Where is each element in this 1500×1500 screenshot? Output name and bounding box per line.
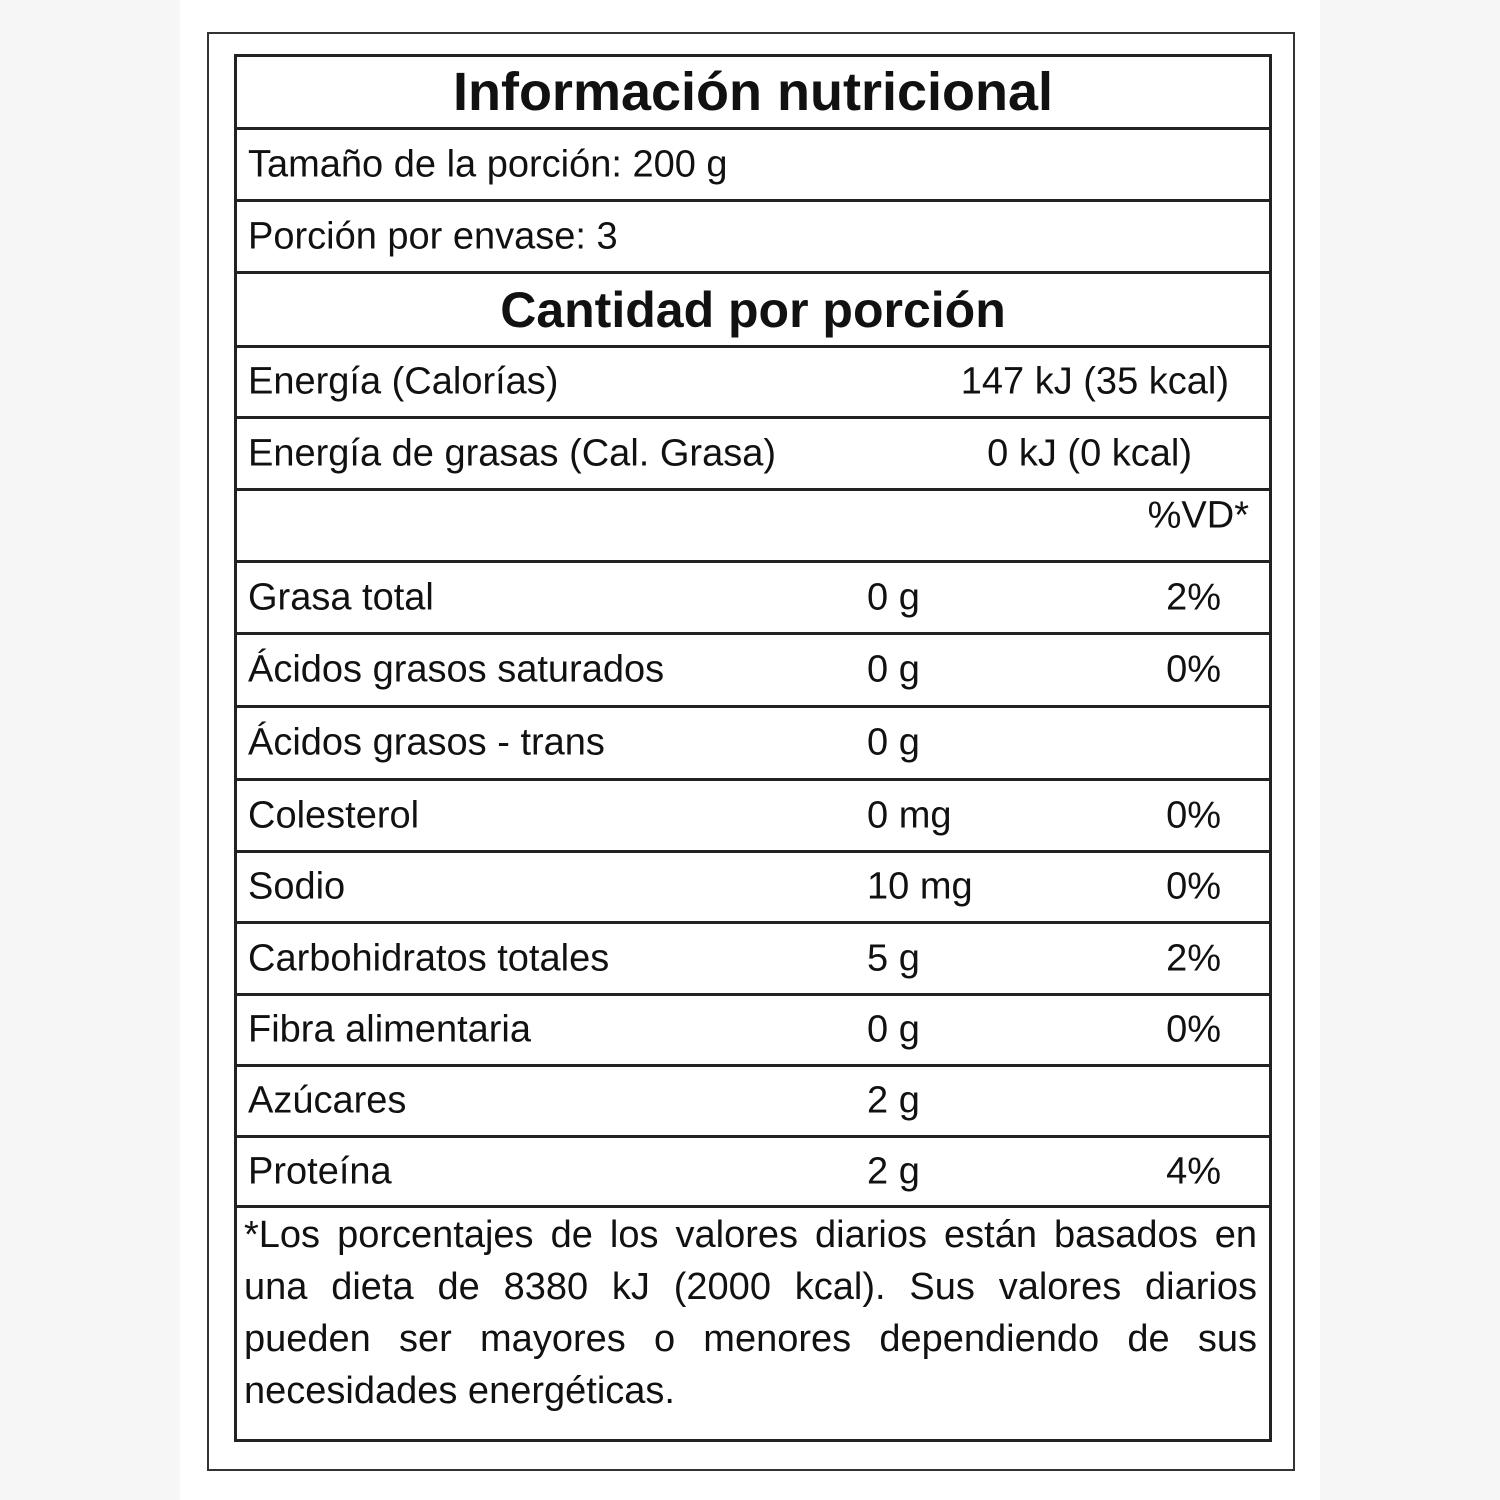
title-row: Información nutricional bbox=[237, 57, 1269, 130]
nutrient-amount: 0 g bbox=[867, 1008, 920, 1051]
energy-label: Energía (Calorías) bbox=[248, 360, 559, 403]
nutrient-amount: 2 g bbox=[867, 1150, 920, 1192]
nutrient-dv: 2% bbox=[1166, 937, 1221, 979]
nutrient-amount: 5 g bbox=[867, 937, 920, 979]
nutrient-name: Ácidos grasos - trans bbox=[248, 721, 605, 764]
nutrient-dv: 4% bbox=[1166, 1150, 1221, 1192]
nutrient-dv: 0% bbox=[1166, 1008, 1221, 1051]
nutrient-row: Sodio 10 mg 0% bbox=[237, 853, 1269, 924]
nutrient-amount: 0 mg bbox=[867, 794, 952, 836]
nutrient-row: Ácidos grasos - trans 0 g bbox=[237, 708, 1269, 781]
nutrient-name: Grasa total bbox=[248, 576, 434, 618]
outer-border bbox=[207, 32, 1295, 1471]
nutrient-dv: 2% bbox=[1166, 576, 1221, 618]
nutrient-row: Carbohidratos totales 5 g 2% bbox=[237, 924, 1269, 996]
nutrient-row: Ácidos grasos saturados 0 g 0% bbox=[237, 635, 1269, 708]
nutrient-row: Azúcares 2 g bbox=[237, 1067, 1269, 1138]
background-right bbox=[1320, 0, 1500, 1500]
nutrient-amount: 0 g bbox=[867, 576, 920, 618]
serving-size: Tamaño de la porción: 200 g bbox=[248, 143, 728, 185]
nutrient-name: Ácidos grasos saturados bbox=[248, 648, 665, 691]
nutrient-dv: 0% bbox=[1166, 865, 1221, 908]
servings-per-container: Porción por envase: 3 bbox=[248, 215, 618, 257]
nutrient-amount: 2 g bbox=[867, 1079, 920, 1122]
nutrient-row: Colesterol 0 mg 0% bbox=[237, 781, 1269, 853]
nutrient-amount: 0 g bbox=[867, 648, 920, 691]
footnote: *Los porcentajes de los valores diarios … bbox=[244, 1214, 1257, 1412]
nutrition-table: Información nutricional Tamaño de la por… bbox=[234, 54, 1272, 1442]
nutrient-name: Azúcares bbox=[248, 1079, 407, 1122]
nutrient-dv: 0% bbox=[1166, 648, 1221, 691]
background-left bbox=[0, 0, 180, 1500]
nutrient-name: Sodio bbox=[248, 865, 346, 908]
dv-header: %VD* bbox=[1147, 494, 1249, 537]
nutrient-row: Grasa total 0 g 2% bbox=[237, 563, 1269, 635]
nutrient-row: Fibra alimentaria 0 g 0% bbox=[237, 996, 1269, 1067]
serving-size-row: Tamaño de la porción: 200 g bbox=[237, 130, 1269, 202]
fat-energy-row: Energía de grasas (Cal. Grasa) 0 kJ (0 k… bbox=[237, 419, 1269, 491]
energy-value: 147 kJ (35 kcal) bbox=[960, 360, 1229, 403]
nutrient-row: Proteína 2 g 4% bbox=[237, 1138, 1269, 1208]
label-paper bbox=[180, 0, 1320, 1500]
amount-header-row: Cantidad por porción bbox=[237, 274, 1269, 348]
amount-header: Cantidad por porción bbox=[500, 281, 1006, 338]
fat-energy-label: Energía de grasas (Cal. Grasa) bbox=[248, 432, 777, 474]
title: Información nutricional bbox=[452, 62, 1054, 122]
dv-header-row: %VD* bbox=[237, 491, 1269, 563]
nutrient-dv: 0% bbox=[1166, 794, 1221, 836]
nutrient-name: Fibra alimentaria bbox=[248, 1008, 531, 1051]
energy-row: Energía (Calorías) 147 kJ (35 kcal) bbox=[237, 348, 1269, 419]
nutrient-name: Colesterol bbox=[248, 794, 420, 836]
nutrient-name: Carbohidratos totales bbox=[248, 937, 610, 979]
nutrient-name: Proteína bbox=[248, 1150, 392, 1192]
nutrient-amount: 10 mg bbox=[867, 865, 973, 908]
fat-energy-value: 0 kJ (0 kcal) bbox=[987, 432, 1192, 474]
servings-row: Porción por envase: 3 bbox=[237, 202, 1269, 274]
nutrient-amount: 0 g bbox=[867, 721, 920, 764]
